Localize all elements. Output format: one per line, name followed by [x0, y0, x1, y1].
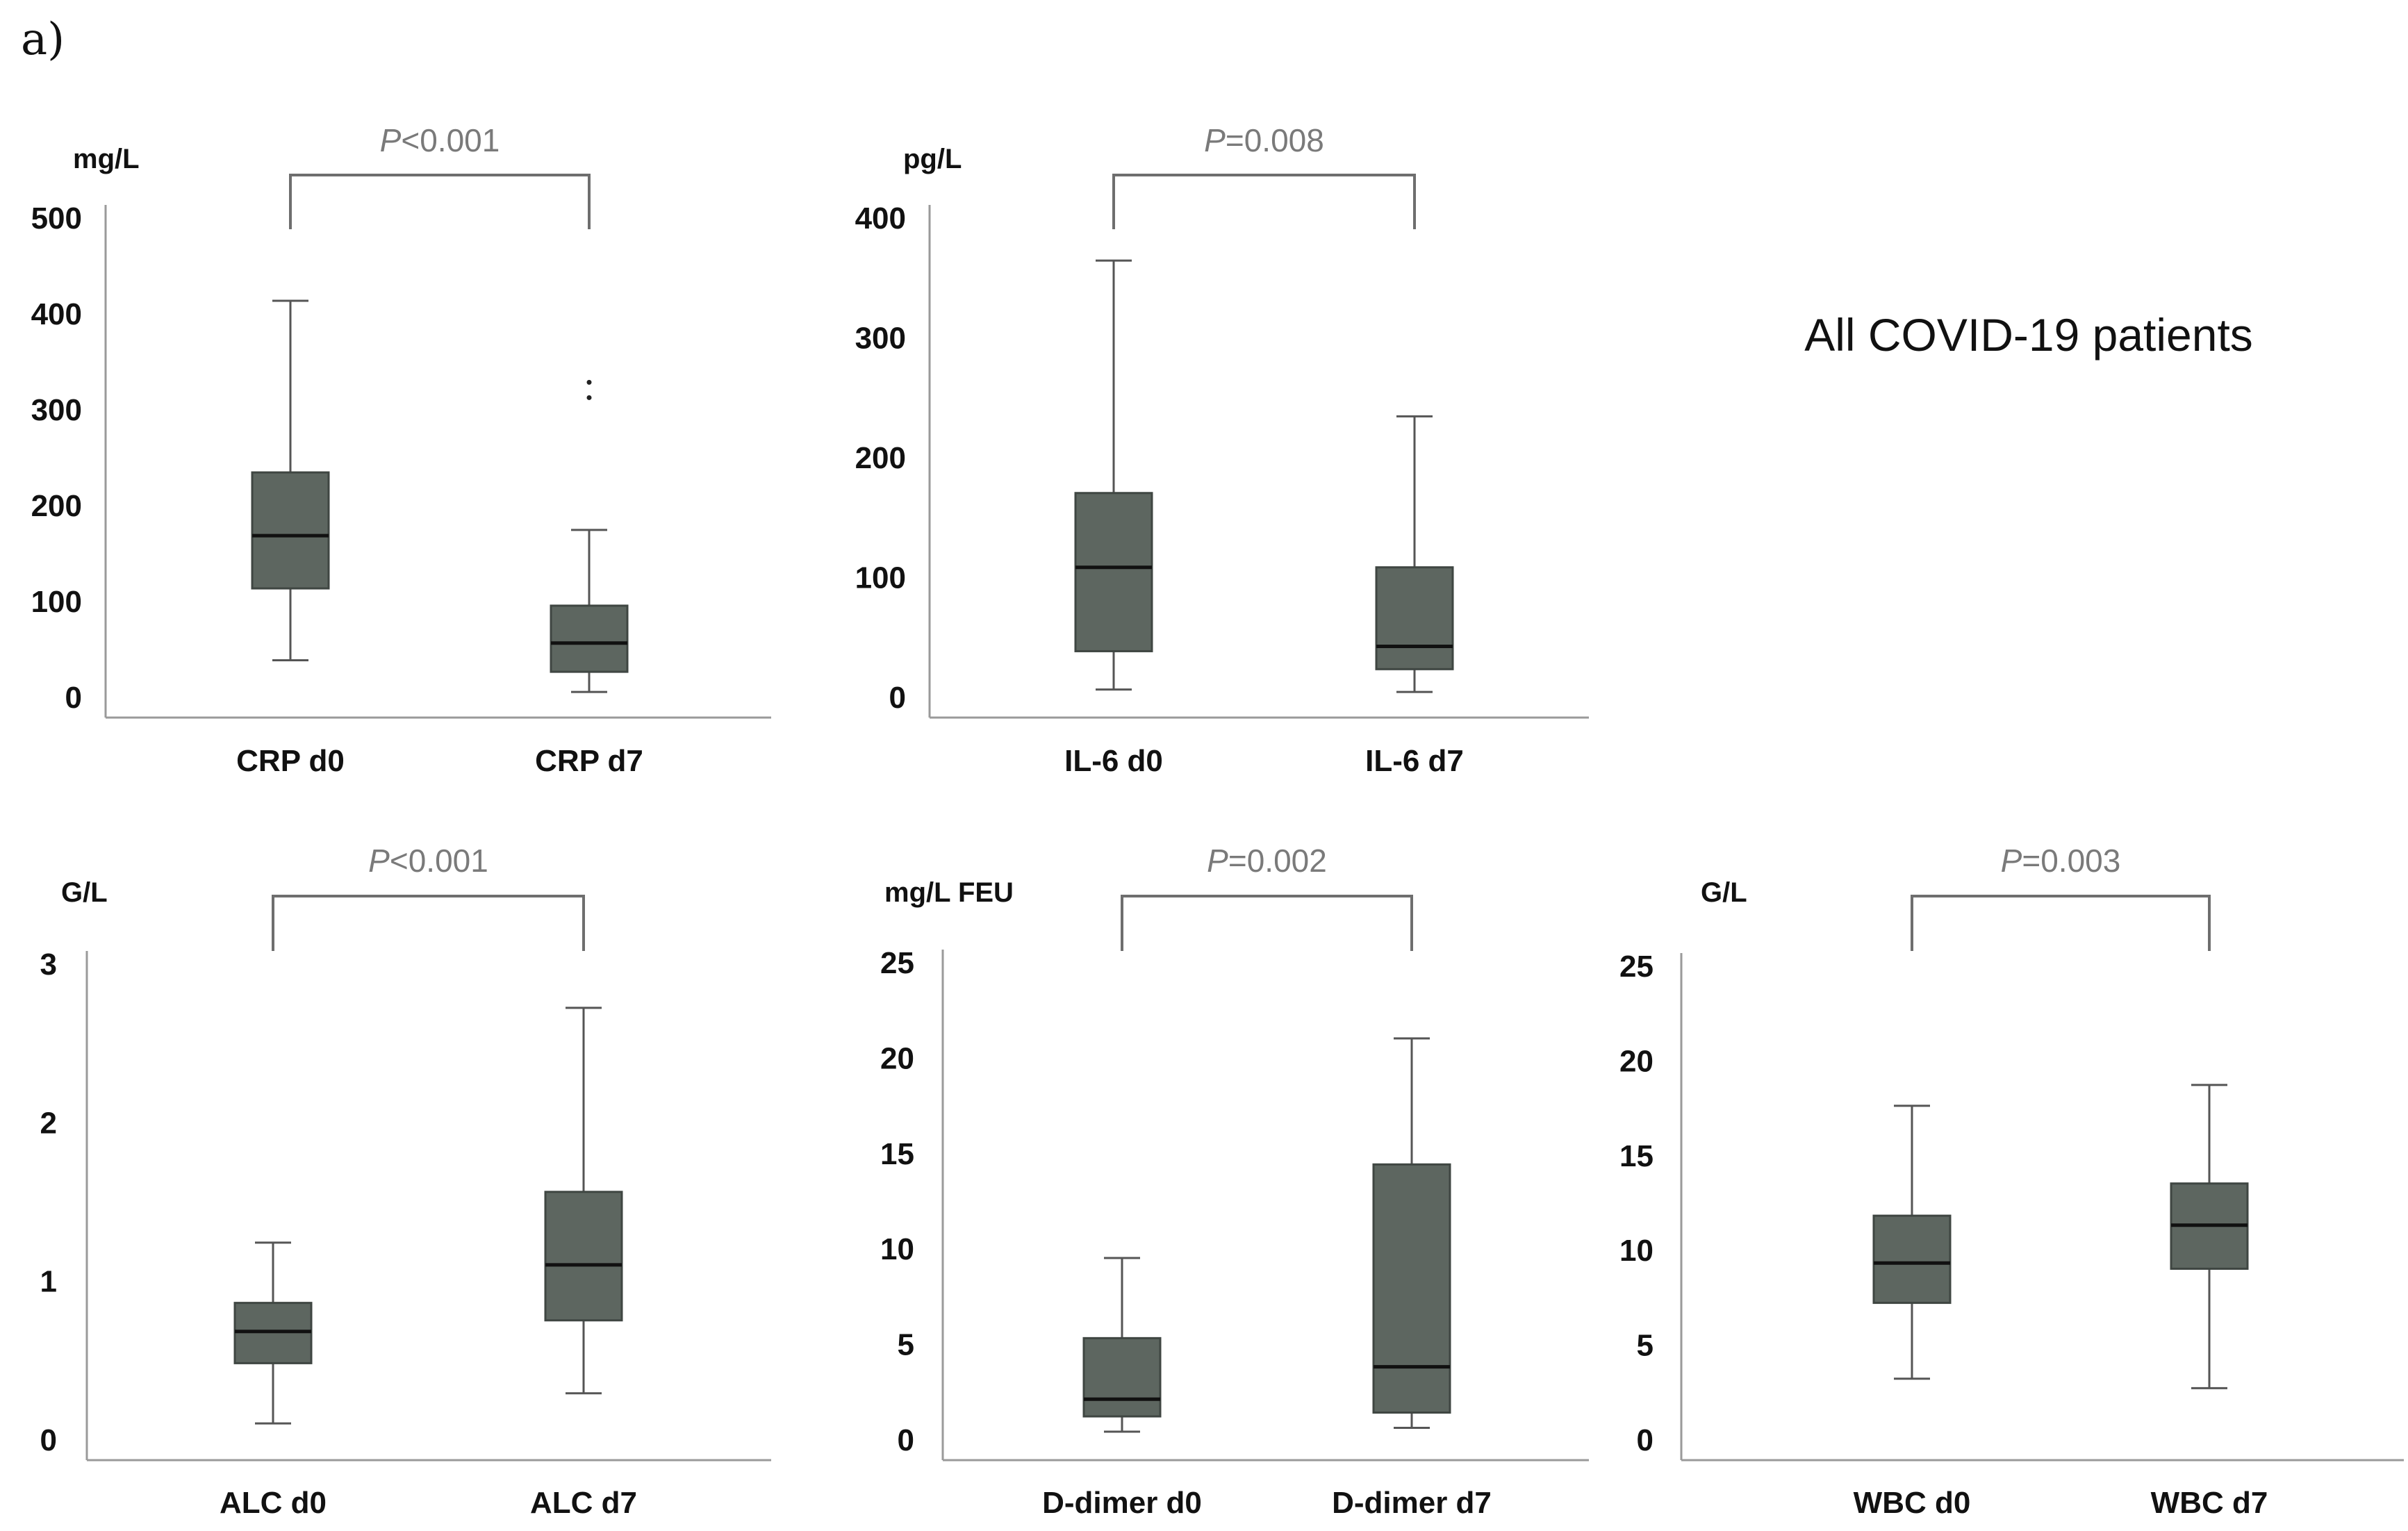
- y-unit-label: G/L: [61, 877, 108, 908]
- category-label: WBC d7: [2151, 1486, 2268, 1520]
- boxplot-panel-3: G/L 0 1 2 3 ALC d0 ALC d7 P<0.001: [40, 843, 771, 1520]
- y-tick-label: 25: [1619, 950, 1654, 984]
- y-tick-label: 20: [1619, 1044, 1654, 1078]
- group-title: All COVID-19 patients: [1804, 309, 2253, 361]
- box-d7: CRP d7: [535, 379, 643, 778]
- y-tick-label: 0: [898, 1423, 914, 1457]
- significance-bracket: [1911, 895, 2211, 951]
- outlier-point: [586, 395, 592, 400]
- boxplot-panel-5: G/L 0 5 10 15 20 25 WBC d0 WBC d7 P=0.003: [1619, 843, 2404, 1520]
- category-label: IL-6 d0: [1064, 744, 1163, 778]
- y-tick-label: 400: [855, 201, 906, 235]
- y-tick-label: 200: [31, 489, 82, 523]
- y-tick-label: 100: [31, 585, 82, 619]
- y-tick-label: 400: [31, 297, 82, 331]
- y-tick-label: 25: [880, 946, 914, 980]
- boxplot-panel-1: mg/L 0 100 200 300 400 500 CRP d0 CRP d7 P<0.001: [31, 122, 771, 778]
- category-label: CRP d0: [236, 744, 345, 778]
- category-label: ALC d7: [530, 1486, 637, 1520]
- boxplot-panel-4: mg/L FEU 0 5 10 15 20 25 D-dimer d0 D-dimer d7 P=…: [880, 843, 1589, 1520]
- category-label: D-dimer d0: [1042, 1486, 1202, 1520]
- significance-bracket: [289, 174, 591, 229]
- boxplot-panel-2: pg/L 0 100 200 300 400 IL-6 d0 IL-6 d7 P=0.008: [855, 122, 1589, 778]
- category-label: IL-6 d7: [1365, 744, 1464, 778]
- iqr-box: [1372, 1163, 1451, 1414]
- p-value-label: P<0.001: [380, 122, 500, 158]
- y-tick-label: 300: [31, 393, 82, 427]
- y-tick-label: 0: [40, 1423, 57, 1457]
- y-tick-label: 5: [898, 1328, 914, 1362]
- y-unit-label: mg/L FEU: [884, 877, 1014, 908]
- y-tick-label: 5: [1637, 1329, 1654, 1363]
- significance-bracket: [1112, 174, 1416, 229]
- y-tick-label: 10: [880, 1232, 914, 1266]
- y-tick-label: 100: [855, 561, 906, 595]
- y-tick-label: 3: [40, 947, 57, 982]
- outlier-point: [586, 379, 592, 385]
- p-value-label: P=0.003: [2001, 843, 2121, 879]
- iqr-box: [1872, 1214, 1952, 1305]
- significance-bracket: [1121, 895, 1413, 951]
- iqr-box: [1074, 492, 1153, 652]
- y-tick-label: 10: [1619, 1234, 1654, 1268]
- p-value-label: P=0.008: [1204, 122, 1324, 158]
- y-tick-label: 500: [31, 201, 82, 235]
- y-tick-label: 300: [855, 322, 906, 356]
- panel-label: a): [21, 14, 65, 65]
- y-unit-label: pg/L: [903, 144, 962, 174]
- box-d0: IL-6 d0: [1064, 259, 1163, 778]
- y-tick-label: 2: [40, 1106, 57, 1140]
- category-label: ALC d0: [220, 1486, 327, 1520]
- y-unit-label: mg/L: [73, 144, 140, 174]
- iqr-box: [1375, 566, 1454, 670]
- y-tick-label: 20: [880, 1041, 914, 1075]
- significance-bracket: [272, 895, 585, 951]
- box-d7: D-dimer d7: [1332, 1037, 1492, 1520]
- iqr-box: [550, 604, 629, 673]
- iqr-box: [1082, 1336, 1162, 1418]
- y-tick-label: 200: [855, 441, 906, 475]
- y-tick-label: 1: [40, 1265, 57, 1299]
- y-tick-label: 0: [1637, 1423, 1654, 1457]
- box-d7: WBC d7: [2151, 1084, 2268, 1520]
- box-d7: IL-6 d7: [1365, 415, 1464, 778]
- y-tick-label: 0: [65, 681, 82, 715]
- box-d0: ALC d0: [220, 1241, 327, 1520]
- y-tick-label: 15: [880, 1137, 914, 1171]
- p-value-label: P<0.001: [368, 843, 488, 879]
- y-unit-label: G/L: [1701, 877, 1747, 908]
- box-d0: D-dimer d0: [1042, 1257, 1202, 1520]
- p-value-label: P=0.002: [1207, 843, 1327, 879]
- category-label: WBC d0: [1854, 1486, 1971, 1520]
- box-d0: WBC d0: [1854, 1104, 1971, 1520]
- box-d0: CRP d0: [236, 299, 345, 778]
- iqr-box: [251, 471, 330, 590]
- y-tick-label: 15: [1619, 1139, 1654, 1173]
- box-d7: ALC d7: [530, 1007, 637, 1520]
- category-label: CRP d7: [535, 744, 643, 778]
- category-label: D-dimer d7: [1332, 1486, 1492, 1520]
- iqr-box: [544, 1191, 623, 1322]
- y-tick-label: 0: [889, 681, 906, 715]
